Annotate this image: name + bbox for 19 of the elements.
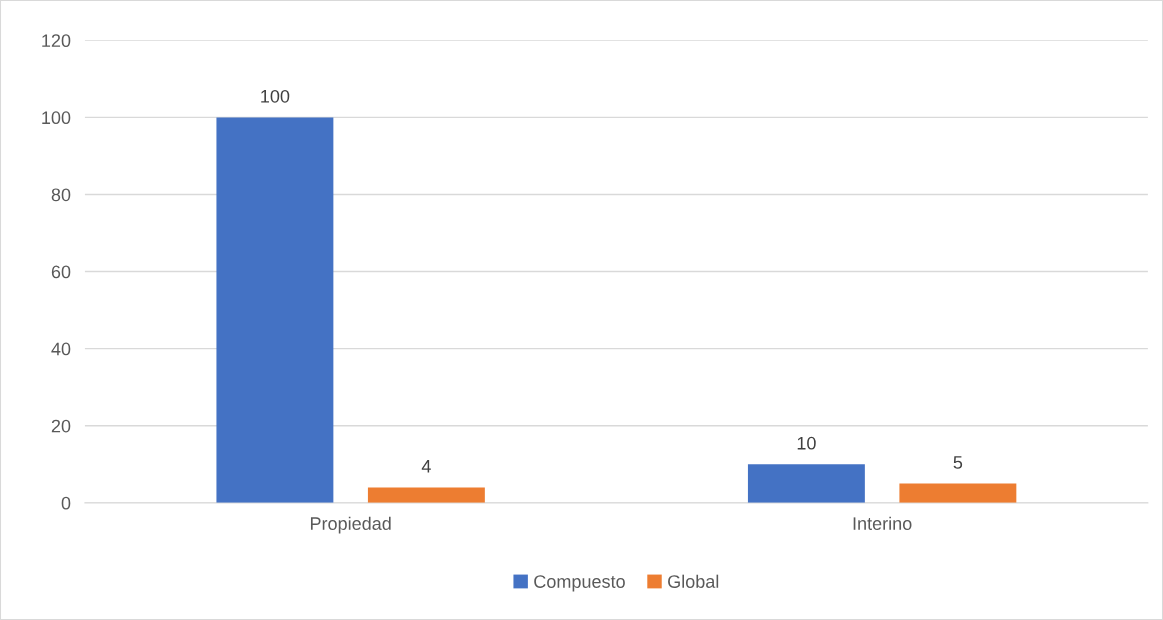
data-label: 10 (797, 436, 816, 450)
data-label: 5 (953, 456, 963, 469)
bar (899, 483, 1017, 503)
bar (367, 487, 485, 503)
data-label: 100 (261, 89, 290, 103)
x-tick-label: Propiedad (310, 516, 391, 534)
y-tick-label: 80 (51, 188, 71, 202)
y-tick-label: 100 (42, 111, 71, 125)
legend-label: Compuesto (534, 575, 625, 592)
y-tick-label: 40 (51, 342, 71, 356)
bar (747, 464, 865, 503)
y-tick-label: 20 (51, 419, 71, 433)
y-tick-label: 60 (51, 265, 71, 279)
legend-label: Global (668, 574, 719, 588)
y-tick-label: 120 (42, 34, 71, 48)
bar (216, 117, 334, 503)
y-tick-label: 0 (61, 496, 71, 510)
data-label: 4 (421, 460, 431, 473)
x-tick-label: Interino (853, 516, 912, 530)
